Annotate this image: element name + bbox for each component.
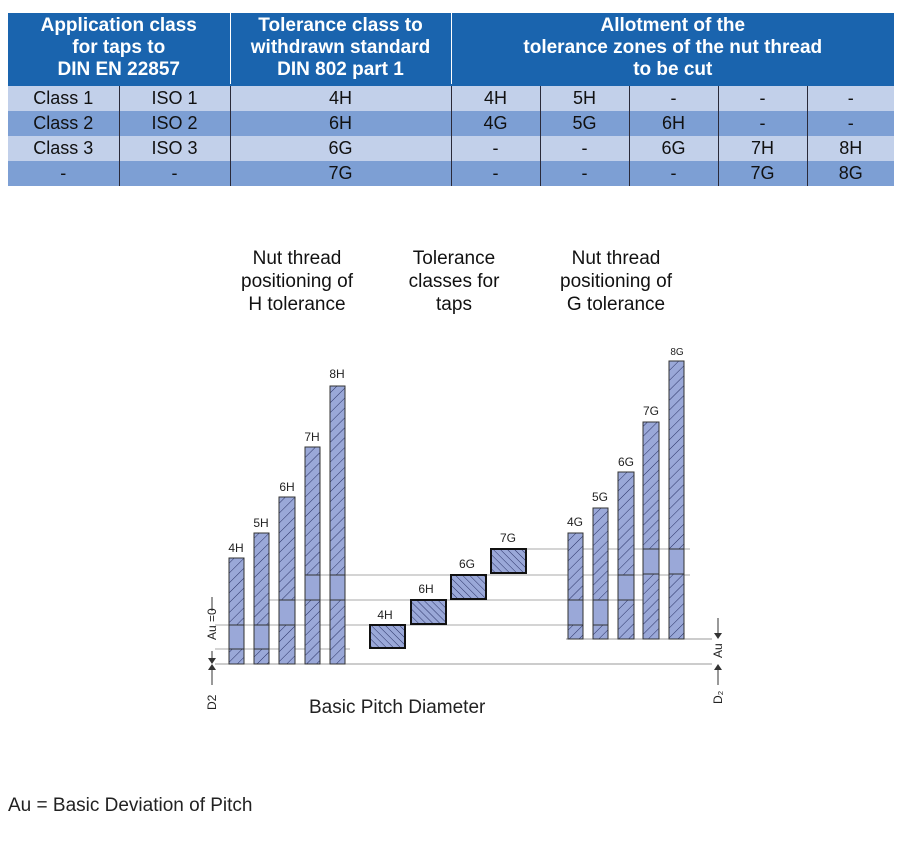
g-bar-label: 4G <box>567 515 583 529</box>
h-bar-label: 4H <box>228 541 243 555</box>
g-bar-label: 7G <box>643 404 659 418</box>
header-tolerance-class: Tolerance class to withdrawn standard DI… <box>229 13 451 85</box>
table-row: Class 1 ISO 1 4H 4H 5H - - - <box>8 84 895 111</box>
header-line: Tolerance class to <box>258 15 423 36</box>
tolerance-table: Application class for taps to DIN EN 228… <box>8 13 895 186</box>
table-cell: 6H <box>229 111 451 136</box>
au-right-marker <box>714 618 722 685</box>
g-bar-label: 6G <box>618 455 634 469</box>
table-cell: 8G <box>806 161 895 186</box>
table-cell: 6H <box>628 111 718 136</box>
au-zero-marker <box>208 597 216 685</box>
title-line: G tolerance <box>566 294 666 315</box>
table-row: Class 2 ISO 2 6H 4G 5G 6H - - <box>8 111 895 136</box>
h-bar-label: 5H <box>253 516 268 530</box>
table-cell: ISO 3 <box>118 136 230 161</box>
tap-box-7g <box>490 548 527 574</box>
au-zero-label: Au =0 <box>205 608 219 640</box>
table-cell: - <box>450 136 540 161</box>
table-cell: ISO 2 <box>118 111 230 136</box>
h-bar-6h <box>278 496 296 665</box>
table-cell: 7G <box>717 161 807 186</box>
table-cell: 8H <box>806 136 895 161</box>
header-allotment: Allotment of the tolerance zones of the … <box>450 13 895 85</box>
h-bar-label: 8H <box>329 367 344 381</box>
header-line: withdrawn standard <box>250 37 431 58</box>
table-cell: Class 1 <box>8 84 119 111</box>
title-line: H tolerance <box>248 294 346 315</box>
tap-box-4h <box>369 624 406 649</box>
table-cell: 4G <box>450 111 540 136</box>
table-cell: 4H <box>450 84 540 111</box>
g-bar-8g <box>668 360 685 640</box>
table-row: Class 3 ISO 3 6G - - 6G 7H 8H <box>8 136 895 161</box>
title-line: Nut thread <box>252 248 342 269</box>
d2-right-label: D₂ <box>711 690 725 704</box>
g-bar-label: 5G <box>592 490 608 504</box>
table-cell: - <box>628 161 718 186</box>
taps-group-title: Tolerance classes for taps <box>384 247 524 316</box>
table-cell: 7G <box>229 161 451 186</box>
h-bar-7h <box>304 446 321 665</box>
h-bar-label: 6H <box>279 480 294 494</box>
h-group-title: Nut thread positioning of H tolerance <box>222 247 372 316</box>
g-bar-7g <box>642 421 660 640</box>
h-bar-8h <box>329 385 346 665</box>
title-line: Tolerance <box>412 248 496 269</box>
table-cell: - <box>628 84 718 111</box>
table-cell: - <box>539 161 629 186</box>
header-line: for taps to <box>72 37 166 58</box>
table-cell: 4H <box>229 84 451 111</box>
g-bar-5g <box>592 507 609 640</box>
header-line: DIN EN 22857 <box>57 59 180 80</box>
table-cell: - <box>8 161 119 186</box>
table-cell: - <box>717 84 807 111</box>
header-line: Allotment of the <box>600 15 746 36</box>
header-line: Application class <box>40 15 197 36</box>
h-bar-4h <box>228 557 245 665</box>
table-cell: - <box>806 111 895 136</box>
table-cell: 5G <box>539 111 629 136</box>
table-cell: Class 2 <box>8 111 119 136</box>
table-cell: - <box>539 136 629 161</box>
h-bar-5h <box>253 532 270 665</box>
table-cell: 6G <box>229 136 451 161</box>
g-bar-label: 8G <box>670 347 684 358</box>
table-cell: - <box>118 161 230 186</box>
footnote: Au = Basic Deviation of Pitch <box>8 795 253 816</box>
table-cell: 6G <box>628 136 718 161</box>
table-cell: Class 3 <box>8 136 119 161</box>
title-line: Nut thread <box>571 248 661 269</box>
tap-box-6h <box>410 599 447 625</box>
tap-box-label: 7G <box>500 531 516 545</box>
basic-pitch-diameter-label: Basic Pitch Diameter <box>309 697 486 718</box>
table-cell: - <box>717 111 807 136</box>
table-row: - - 7G - - - 7G 8G <box>8 161 895 186</box>
header-line: to be cut <box>633 59 713 80</box>
g-bar-4g <box>567 532 584 640</box>
header-line: DIN 802 part 1 <box>277 59 404 80</box>
table-cell: - <box>806 84 895 111</box>
h-bar-label: 7H <box>304 430 319 444</box>
au-right-label: Au <box>711 643 725 658</box>
header-application-class: Application class for taps to DIN EN 228… <box>8 13 230 85</box>
title-line: positioning of <box>241 271 353 292</box>
d2-left-label: D2 <box>205 694 219 710</box>
table-cell: ISO 1 <box>118 84 230 111</box>
g-group-title: Nut thread positioning of G tolerance <box>541 247 691 316</box>
table-cell: 5H <box>539 84 629 111</box>
table-cell: - <box>450 161 540 186</box>
tap-box-label: 4H <box>377 608 392 622</box>
tap-box-label: 6G <box>459 557 475 571</box>
tap-box-label: 6H <box>418 582 433 596</box>
table-header-row: Application class for taps to DIN EN 228… <box>8 13 895 85</box>
title-line: taps <box>436 294 472 315</box>
table-cell: 7H <box>717 136 807 161</box>
header-line: tolerance zones of the nut thread <box>523 37 823 58</box>
g-bar-6g <box>617 471 635 640</box>
title-line: classes for <box>408 271 500 292</box>
tap-box-6g <box>450 574 487 600</box>
title-line: positioning of <box>560 271 672 292</box>
